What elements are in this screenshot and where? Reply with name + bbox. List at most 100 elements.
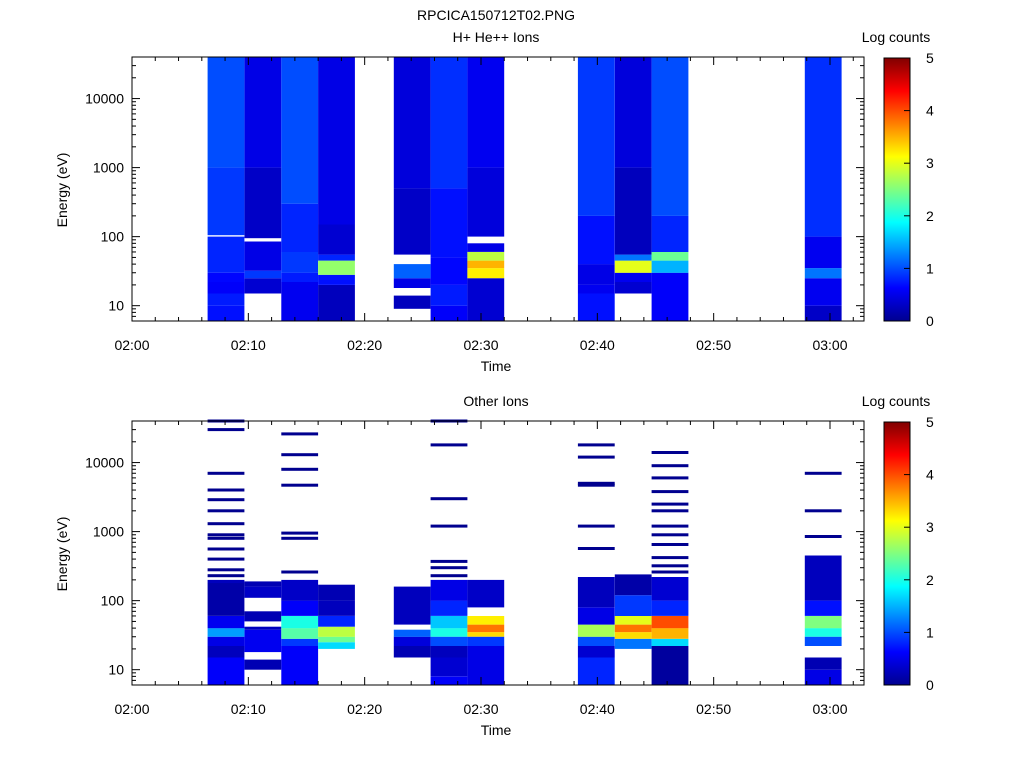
energy-line [207,509,245,513]
scan-column [318,584,355,649]
energy-bin [207,636,245,646]
energy-bin [467,632,505,637]
energy-bin [430,57,468,189]
energy-bin [804,636,842,646]
energy-bin [467,579,505,608]
energy-line [281,536,319,540]
energy-line [281,467,319,471]
colorbar-1: 0 1 2 3 4 5 [883,50,934,329]
colorbar-tick-label: 1 [926,260,934,276]
energy-bin [244,611,282,622]
energy-bin [430,657,468,677]
energy-line [651,570,689,574]
energy-bin [614,574,652,596]
scan-column [430,419,468,685]
colorbar-tick-label: 4 [926,103,934,119]
energy-line [430,443,468,447]
energy-bin [430,628,468,637]
energy-bin [467,252,505,261]
y-tick-label: 10 [108,662,124,678]
panel-title-1: H+ He++ Ions [453,29,540,45]
energy-bin [577,215,615,265]
energy-bin [467,624,505,633]
energy-bin [207,236,245,273]
scan-column [651,451,689,685]
colorbar-gradient [883,57,911,322]
colorbar-tick-label: 4 [926,467,934,483]
energy-line [577,483,615,487]
energy-bin [393,636,431,646]
energy-line [804,509,842,513]
energy-bin [614,632,652,639]
energy-bin [467,57,505,168]
energy-bin [318,642,355,649]
energy-bin [393,57,431,189]
energy-bin [614,57,652,168]
energy-bin [207,616,245,629]
scan-column [430,57,468,321]
energy-line [281,531,319,535]
energy-bin [467,243,505,252]
energy-bin [577,577,615,608]
energy-line [651,464,689,468]
energy-bin [318,600,355,616]
energy-line [804,535,842,538]
energy-bin [614,624,652,633]
colorbar-tick-label: 0 [926,677,934,693]
energy-bin [651,272,689,321]
x-tick-label: 02:30 [463,337,498,353]
y-axis-label-1: Energy (eV) [54,153,70,228]
scans-1 [207,57,842,321]
energy-bin [614,254,652,261]
energy-bin [318,57,355,225]
x-tick-label: 02:50 [696,337,731,353]
scan-column [281,57,319,321]
energy-bin [430,188,468,258]
energy-bin [467,278,505,321]
energy-bin [281,282,319,321]
energy-bin [244,57,282,168]
energy-bin [318,224,355,255]
energy-bin [651,57,689,216]
energy-bin [244,659,282,670]
energy-bin [577,636,615,646]
energy-line [651,543,689,546]
energy-bin [244,629,282,653]
colorbar-tick-label: 5 [926,50,934,66]
energy-bin [651,616,689,629]
energy-bin [393,629,431,637]
colorbar-tick-label: 5 [926,414,934,430]
scan-column [467,57,505,321]
energy-bin [318,284,355,321]
energy-bin [651,638,689,646]
colorbar-2: 0 1 2 3 4 5 [883,414,934,693]
x-tick-label: 02:20 [347,701,382,717]
scan-column [318,57,355,321]
energy-bin [281,272,319,282]
energy-bin [281,579,319,601]
x-axis-label-2: Time [481,722,512,738]
x-tick-label: 02:40 [580,337,615,353]
energy-bin [393,646,431,658]
colorbar-label-1: Log counts [862,29,931,45]
energy-bin [244,241,282,271]
energy-bin [651,260,689,273]
plot-frame [131,56,865,322]
colorbar-tick-label: 3 [926,155,934,171]
x-tick-label: 02:10 [231,337,266,353]
energy-bin [207,646,245,658]
energy-line [207,568,245,572]
energy-bin [281,57,319,204]
x-tick-label: 02:20 [347,337,382,353]
energy-line [651,533,689,537]
scan-column [577,57,615,321]
x-tick-label: 02:30 [463,701,498,717]
panel-h-he-ions: H+ He++ Ions Energy (eV) Time 02:00 02:10… [54,29,934,374]
energy-bin [318,254,355,261]
energy-bin [281,600,319,616]
energy-bin [244,626,282,630]
energy-bin [430,257,468,285]
energy-bin [393,264,431,279]
energy-bin [430,284,468,306]
energy-line [651,556,689,560]
